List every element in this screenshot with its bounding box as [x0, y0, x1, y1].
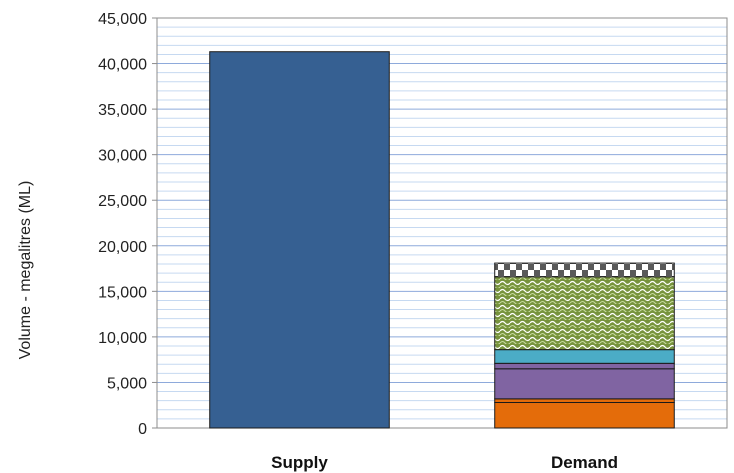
x-tick-label-demand: Demand — [551, 453, 618, 472]
x-tick-label-supply: Supply — [271, 453, 328, 472]
y-tick-label: 0 — [138, 421, 147, 438]
y-tick-label: 15,000 — [98, 284, 147, 301]
bar-segment-demand-1 — [494, 401, 675, 429]
bars — [209, 51, 675, 429]
y-tick-label: 35,000 — [98, 102, 147, 119]
bar-segment-demand-4 — [494, 362, 675, 370]
bar-segment-demand-7 — [494, 262, 675, 278]
y-tick-label: 20,000 — [98, 239, 147, 256]
x-axis: Supply Demand — [271, 453, 618, 472]
y-axis-title: Volume - megalitres (ML) — [17, 181, 34, 360]
y-tick-label: 10,000 — [98, 330, 147, 347]
y-axis: 0 5,000 10,000 15,000 20,000 25,000 30,000 35,0… — [98, 11, 728, 438]
y-tick-label: 45,000 — [98, 11, 147, 28]
y-tick-label: 40,000 — [98, 57, 147, 74]
bar-segment-demand-6 — [494, 276, 675, 351]
bar-segment-supply-0 — [209, 51, 390, 429]
plot-area — [156, 17, 728, 429]
y-tick-label: 30,000 — [98, 148, 147, 165]
bar-segment-demand-2 — [494, 398, 675, 403]
y-tick-label: 5,000 — [107, 375, 147, 392]
bar-segment-demand-3 — [494, 368, 675, 400]
bar-segment-demand-5 — [494, 349, 675, 364]
y-tick-label: 25,000 — [98, 193, 147, 210]
